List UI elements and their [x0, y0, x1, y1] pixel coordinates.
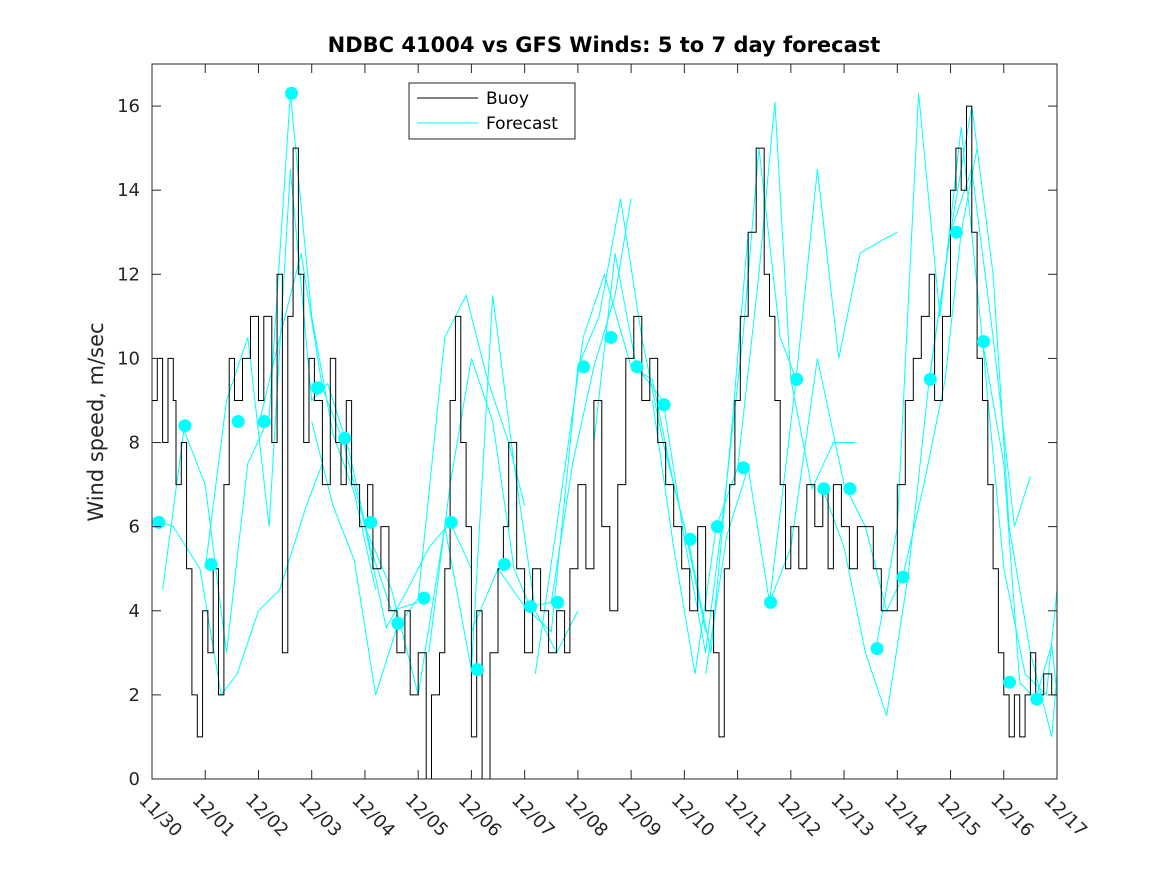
y-tick-label: 12 [117, 264, 140, 285]
forecast-marker-13 [470, 663, 484, 677]
legend-box [408, 82, 576, 140]
y-tick-label: 6 [129, 517, 140, 538]
x-tick-label: 12/13 [827, 790, 879, 842]
forecast-marker-3 [204, 558, 218, 571]
x-tick-label: 12/01 [188, 790, 240, 842]
forecast-marker-11 [417, 591, 431, 605]
buoy-series [152, 105, 1058, 780]
forecast-marker-19 [630, 360, 644, 374]
x-tick-label: 12/07 [507, 790, 559, 842]
x-tick-label: 12/05 [401, 790, 453, 842]
x-tick-label: 12/03 [294, 790, 346, 842]
plot-frame [151, 63, 1058, 780]
forecast-marker-30 [923, 372, 937, 386]
forecast-marker-34 [1030, 692, 1044, 706]
legend: Buoy Forecast [408, 82, 576, 140]
forecast-marker-24 [764, 595, 778, 609]
forecast-line-9 [534, 232, 749, 674]
x-tick-label: 12/09 [614, 790, 666, 842]
forecast-line-12 [705, 169, 898, 674]
y-tick-label: 0 [129, 769, 140, 790]
plot-background [152, 64, 1057, 779]
x-tick-label: 12/02 [241, 790, 293, 842]
x-tick-label: 12/14 [880, 790, 932, 842]
legend-label-forecast: Forecast [486, 114, 558, 134]
forecast-marker-10 [391, 616, 405, 630]
forecast-marker-27 [843, 482, 857, 496]
forecast-marker-32 [977, 335, 990, 349]
forecast-line-16 [928, 106, 1058, 738]
forecast-marker-15 [524, 600, 537, 614]
forecast-line-11 [651, 101, 855, 674]
chart-title: NDBC 41004 vs GFS Winds: 5 to 7 day fore… [328, 33, 881, 57]
forecast-marker-18 [604, 330, 618, 344]
forecast-marker-31 [949, 225, 963, 239]
forecast-marker-6 [285, 86, 298, 100]
forecast-marker-29 [896, 570, 910, 584]
x-tick-label: 12/04 [347, 790, 399, 842]
x-tick-label: 12/06 [454, 790, 506, 842]
forecast-marker-14 [497, 558, 511, 571]
forecast-marker-8 [338, 431, 352, 445]
forecast-line-17 [982, 341, 1058, 701]
x-tick-label: 11/30 [134, 790, 186, 842]
y-tick-label: 10 [117, 348, 140, 369]
forecast-marker-20 [657, 398, 671, 412]
y-tick-label: 14 [117, 180, 140, 201]
y-tick-label: 8 [129, 433, 140, 454]
forecast-marker-9 [364, 515, 378, 529]
forecast-marker-33 [1003, 675, 1017, 689]
forecast-marker-23 [736, 461, 750, 475]
x-tick-label: 12/16 [986, 790, 1038, 842]
y-tick-label: 16 [117, 96, 140, 117]
forecast-marker-5 [257, 415, 271, 428]
forecast-line-1 [151, 463, 323, 697]
x-tick-label: 12/10 [667, 790, 719, 842]
y-tick-label: 4 [129, 601, 140, 622]
forecast-marker-28 [870, 642, 884, 656]
x-tick-label: 12/11 [720, 790, 772, 842]
forecast-line-8 [470, 198, 707, 633]
forecast-marker-21 [683, 532, 697, 546]
forecast-line-10 [593, 148, 797, 653]
forecast-marker-25 [790, 372, 804, 386]
x-tick-label: 12/17 [1039, 790, 1091, 842]
forecast-marker-17 [577, 360, 591, 374]
x-tick-label: 12/15 [933, 790, 985, 842]
x-tick-label: 12/12 [773, 790, 825, 842]
buoy-line [152, 105, 1058, 780]
y-axis-ticks: 0 2 4 6 8 10 12 14 16 [117, 96, 1057, 790]
forecast-marker-22 [710, 520, 724, 534]
forecast-marker-12 [444, 515, 458, 529]
forecast-marker-4 [231, 415, 245, 428]
forecast-markers [152, 86, 1044, 706]
x-tick-label: 12/08 [560, 790, 612, 842]
forecast-marker-1 [152, 515, 166, 529]
forecast-marker-7 [311, 381, 325, 395]
forecast-marker-26 [817, 482, 831, 496]
legend-label-buoy: Buoy [486, 89, 529, 109]
y-tick-label: 2 [129, 685, 140, 706]
forecast-marker-16 [551, 595, 565, 609]
forecast-marker-2 [178, 419, 192, 433]
y-axis-label: Wind speed, m/sec [84, 322, 108, 521]
